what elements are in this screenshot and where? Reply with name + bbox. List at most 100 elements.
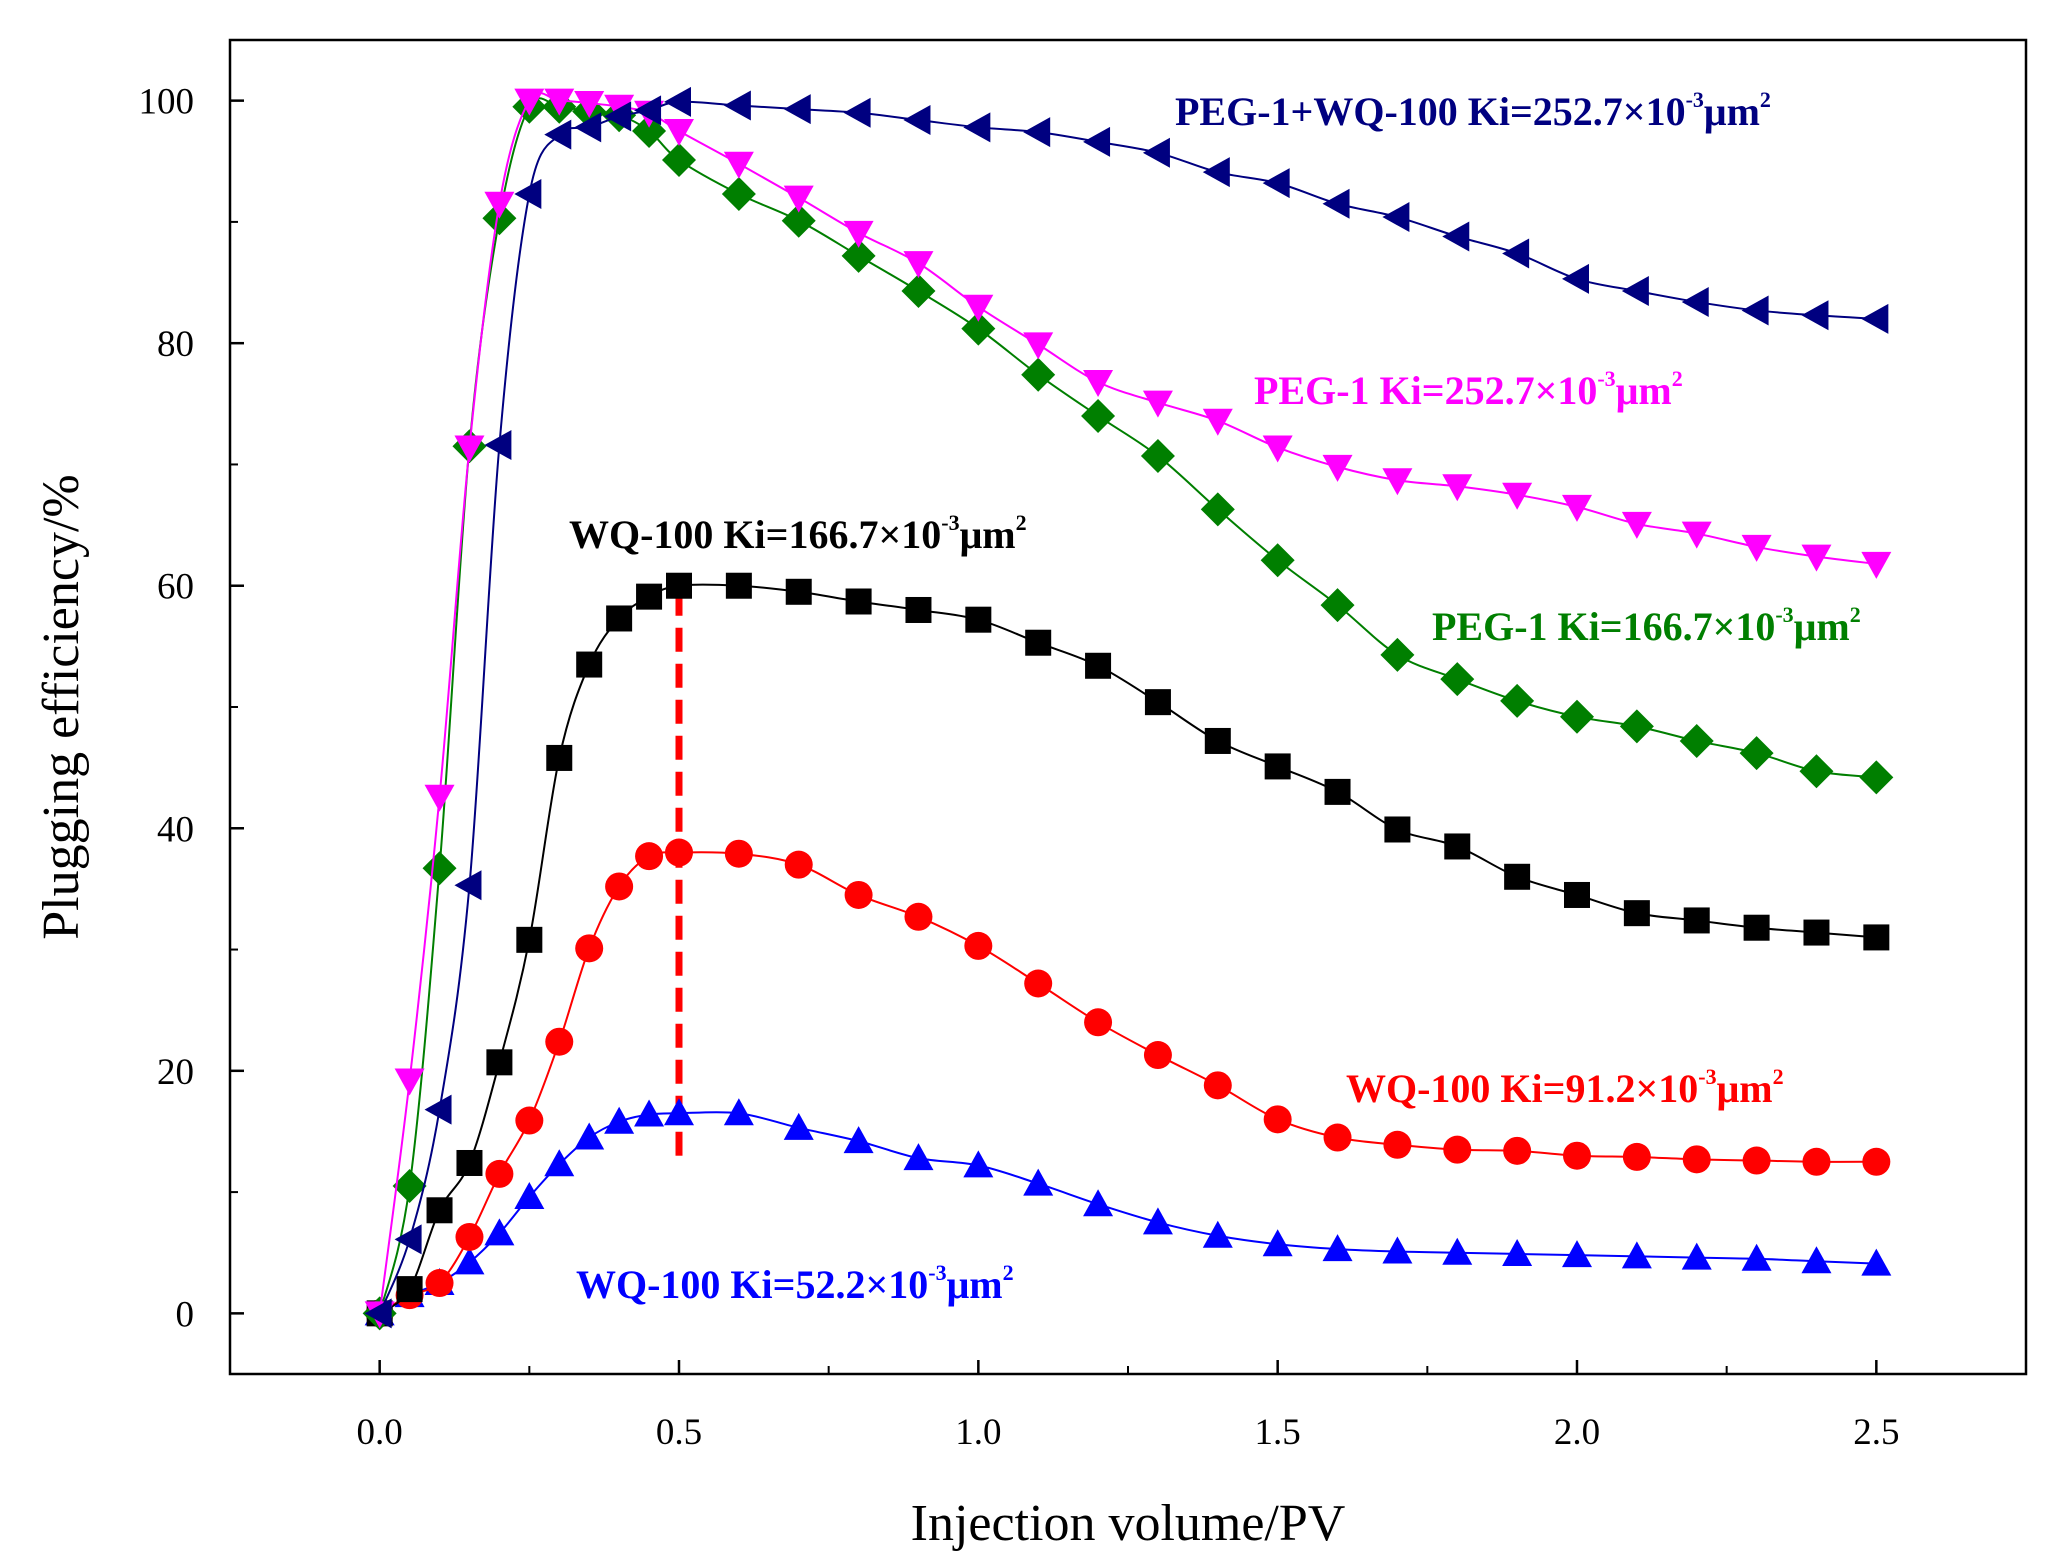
data-point-circle xyxy=(964,931,993,960)
data-point-square xyxy=(1803,919,1830,946)
data-point-triangle-up xyxy=(454,1247,485,1275)
data-point-square xyxy=(456,1149,483,1176)
series-label: PEG-1 Ki=252.7×10-3μm2 xyxy=(1254,366,1683,413)
data-point-triangle-up xyxy=(1861,1248,1892,1276)
data-point-square xyxy=(1025,629,1052,656)
axis-ticks xyxy=(230,99,1878,1374)
x-tick-labels: 0.0 0.5 1.0 1.5 2.0 2.5 xyxy=(357,1412,1900,1453)
data-point-triangle-left xyxy=(1142,137,1170,168)
data-point-triangle-left xyxy=(1801,300,1829,331)
data-point-triangle-down xyxy=(1023,332,1054,360)
series-circle xyxy=(365,838,1891,1328)
data-point-triangle-down xyxy=(1502,482,1533,510)
data-point-triangle-down xyxy=(1801,544,1832,572)
data-point-triangle-down xyxy=(1741,534,1772,562)
data-point-diamond xyxy=(1859,760,1894,795)
data-point-square xyxy=(486,1049,513,1076)
data-point-triangle-left xyxy=(544,119,572,150)
data-point-circle xyxy=(1263,1105,1292,1134)
series-triangle-up xyxy=(364,1098,1892,1326)
data-point-diamond xyxy=(961,311,996,346)
data-point-triangle-left xyxy=(1861,303,1889,334)
x-tick-label: 1.0 xyxy=(955,1412,1001,1453)
series-triangle-down xyxy=(364,88,1892,1329)
data-point-triangle-down xyxy=(394,1068,425,1096)
data-point-triangle-up xyxy=(723,1098,754,1126)
data-point-triangle-down xyxy=(514,88,545,116)
x-axis-title: Injection volume/PV xyxy=(911,1495,1346,1552)
series-group xyxy=(362,86,1894,1331)
data-point-circle xyxy=(1143,1041,1172,1070)
data-point-square xyxy=(1204,727,1231,754)
data-point-square xyxy=(1504,863,1531,890)
data-point-circle xyxy=(1383,1130,1412,1159)
data-point-diamond xyxy=(1739,736,1774,771)
y-tick-labels: 0 20 40 60 80 100 xyxy=(139,82,195,1336)
data-point-diamond xyxy=(721,177,756,212)
y-tick-label: 100 xyxy=(139,82,195,123)
data-point-square xyxy=(1144,689,1171,716)
data-point-square xyxy=(1264,753,1291,780)
x-tick-label: 0.5 xyxy=(656,1412,702,1453)
y-tick-label: 60 xyxy=(157,567,194,608)
data-point-triangle-left xyxy=(1023,117,1051,148)
data-point-diamond xyxy=(1679,723,1714,758)
data-point-triangle-up xyxy=(1502,1238,1533,1266)
data-point-triangle-up xyxy=(963,1150,994,1178)
data-point-diamond xyxy=(1500,683,1535,718)
data-point-triangle-down xyxy=(1142,390,1173,418)
data-point-square xyxy=(1384,816,1411,843)
data-point-circle xyxy=(665,838,693,867)
data-point-square xyxy=(606,605,633,632)
data-point-triangle-down xyxy=(843,220,874,248)
data-point-triangle-left xyxy=(1502,238,1530,269)
data-point-triangle-up xyxy=(1083,1189,1114,1217)
data-point-triangle-left xyxy=(364,1298,392,1329)
data-point-square xyxy=(516,926,543,953)
data-point-triangle-left xyxy=(1562,263,1589,294)
data-point-circle xyxy=(545,1027,574,1056)
data-point-square xyxy=(905,596,932,623)
data-point-triangle-down xyxy=(903,251,934,279)
data-point-diamond xyxy=(662,143,696,178)
data-point-triangle-down xyxy=(783,185,814,213)
data-point-triangle-up xyxy=(1262,1229,1293,1257)
data-point-circle xyxy=(485,1159,514,1188)
data-point-diamond xyxy=(781,203,816,238)
series-triangle-left xyxy=(364,86,1889,1329)
data-point-square xyxy=(1564,881,1590,908)
data-point-triangle-down xyxy=(1562,494,1592,522)
data-point-diamond xyxy=(1440,662,1475,697)
data-point-diamond xyxy=(1619,709,1654,744)
data-point-triangle-down xyxy=(963,294,994,322)
data-point-triangle-down xyxy=(1262,435,1293,463)
x-tick-label: 1.5 xyxy=(1255,1412,1301,1453)
data-point-triangle-up xyxy=(1801,1246,1832,1274)
data-point-triangle-down xyxy=(1681,521,1712,549)
data-point-triangle-down xyxy=(1382,468,1413,496)
data-point-triangle-left xyxy=(664,86,691,117)
series-label: WQ-100 Ki=166.7×10-3μm2 xyxy=(569,510,1027,557)
data-point-triangle-down xyxy=(1202,408,1233,436)
data-point-triangle-left xyxy=(1741,295,1769,326)
series-line xyxy=(378,100,1877,1314)
series-label: WQ-100 Ki=91.2×10-3μm2 xyxy=(1346,1064,1784,1111)
data-point-square xyxy=(845,588,872,615)
data-point-circle xyxy=(1084,1008,1113,1037)
data-point-triangle-left xyxy=(574,112,602,143)
data-point-triangle-left xyxy=(424,1094,452,1125)
data-point-circle xyxy=(635,842,664,871)
series-label: PEG-1+WQ-100 Ki=252.7×10-3μm2 xyxy=(1175,87,1771,134)
data-point-triangle-down xyxy=(484,191,515,219)
data-point-triangle-left xyxy=(484,430,512,461)
data-point-square xyxy=(1444,833,1471,860)
data-point-triangle-left xyxy=(454,870,482,901)
data-point-square xyxy=(1085,652,1112,679)
data-point-triangle-left xyxy=(1681,286,1709,317)
data-point-square xyxy=(426,1197,453,1224)
data-point-triangle-up xyxy=(1202,1220,1233,1248)
data-point-triangle-up xyxy=(604,1106,635,1134)
y-tick-label: 20 xyxy=(157,1052,194,1093)
data-point-triangle-left xyxy=(1202,157,1230,188)
data-point-triangle-up xyxy=(1142,1207,1173,1235)
